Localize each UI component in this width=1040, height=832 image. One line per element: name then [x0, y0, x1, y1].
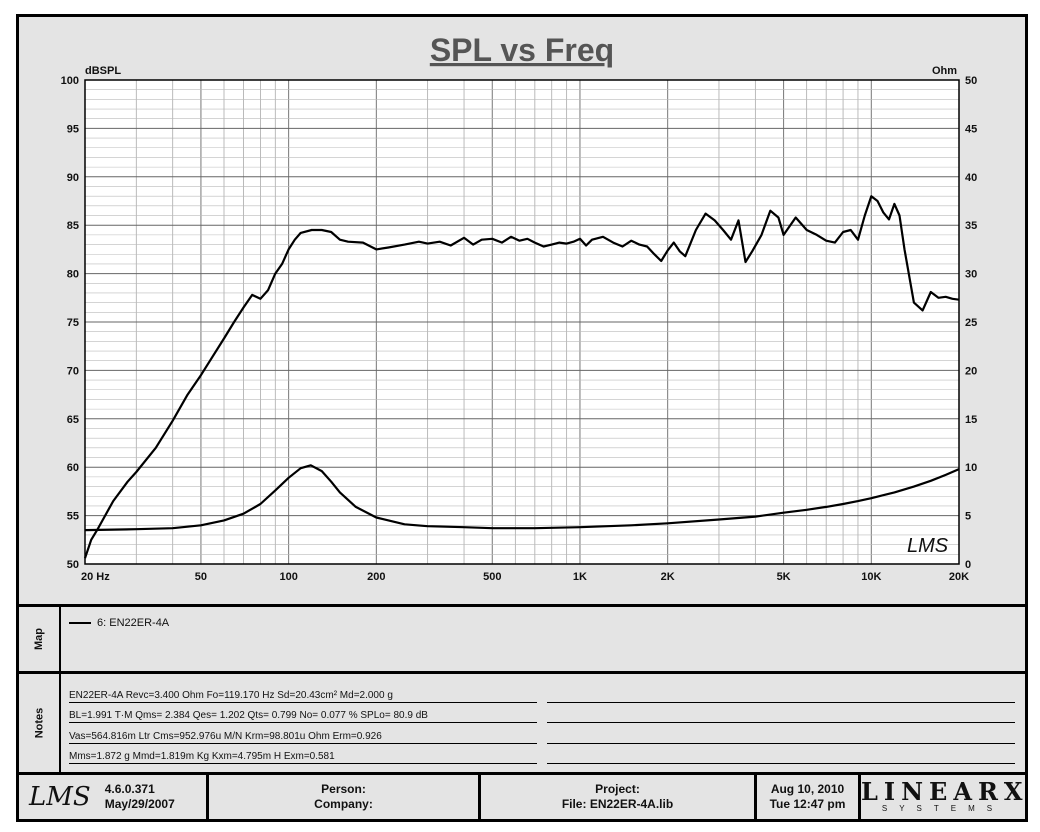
- y-tick-label-left: 50: [67, 559, 79, 571]
- x-tick-label: 2K: [661, 571, 675, 583]
- y-tick-label-right: 5: [965, 511, 971, 523]
- y-tick-label-left: 60: [67, 462, 79, 474]
- y-tick-label-left: 95: [67, 123, 79, 135]
- y-tick-label-right: 20: [965, 365, 977, 377]
- linearx-logo: LINEARX: [861, 777, 1029, 806]
- footer-project-cell: Project: File: EN22ER-4A.lib: [481, 775, 757, 819]
- y-tick-label-right: 30: [965, 269, 977, 281]
- x-tick-label: 5K: [777, 571, 791, 583]
- y-tick-label-left: 65: [67, 414, 79, 426]
- spl-chart: SPL vs Freq dBSPL Ohm 20 Hz 50 100 200 500 1K…: [61, 32, 978, 583]
- note-line-4: Mms=1.872 g Mmd=1.819m Kg Kxm=4.795m H E…: [69, 743, 537, 764]
- y-tick-label-right: 35: [965, 220, 977, 232]
- curves: [83, 195, 960, 559]
- y-tick-label-right: 0: [965, 559, 971, 571]
- footer-person-cell: Person: Company:: [209, 775, 481, 819]
- lms-logo: LMS: [29, 781, 91, 812]
- footer-date: Aug 10, 2010: [770, 782, 845, 796]
- grid-lines: [84, 79, 960, 565]
- x-tick-label: 1K: [573, 571, 587, 583]
- note-line-blank-3: [547, 723, 1015, 744]
- map-panel: Map 6: EN22ER-4A: [19, 607, 1025, 671]
- y-tick-label-left: 70: [67, 365, 79, 377]
- person-label: Person:: [321, 782, 366, 796]
- footer-version-cell: LMS 4.6.0.371 May/29/2007: [19, 775, 209, 819]
- x-tick-label: 20 Hz: [81, 571, 110, 583]
- y-tick-label-right: 40: [965, 172, 977, 184]
- footer-date-cell: Aug 10, 2010 Tue 12:47 pm: [757, 775, 861, 819]
- y-tick-label-left: 85: [67, 220, 79, 232]
- y-tick-label-right: 50: [965, 75, 977, 87]
- company-label: Company:: [314, 797, 373, 811]
- y-tick-label-left: 100: [61, 75, 79, 87]
- x-tick-label: 500: [483, 571, 501, 583]
- y-axis-label-left: dBSPL: [85, 65, 121, 77]
- footer-time: Tue 12:47 pm: [769, 797, 846, 811]
- lms-watermark: LMS: [907, 535, 949, 557]
- x-tick-label: 200: [367, 571, 385, 583]
- y-tick-label-left: 75: [67, 317, 79, 329]
- notes-panel: Notes EN22ER-4A Revc=3.400 Ohm Fo=119.17…: [19, 674, 1025, 772]
- version-date: May/29/2007: [104, 797, 175, 811]
- legend-entry-label: 6: EN22ER-4A: [97, 617, 170, 629]
- note-line-1: EN22ER-4A Revc=3.400 Ohm Fo=119.170 Hz S…: [69, 682, 537, 703]
- y-tick-label-right: 25: [965, 317, 977, 329]
- note-line-2: BL=1.991 T·M Qms= 2.384 Qes= 1.202 Qts= …: [69, 702, 537, 723]
- y-tick-label-left: 90: [67, 172, 79, 184]
- chart-title: SPL vs Freq: [430, 32, 614, 68]
- y-tick-label-left: 55: [67, 511, 79, 523]
- y-tick-label-right: 10: [965, 462, 977, 474]
- x-tick-label: 10K: [861, 571, 881, 583]
- file-label: File: EN22ER-4A.lib: [561, 797, 674, 811]
- notes-panel-label: Notes: [19, 674, 61, 772]
- version-number: 4.6.0.371: [104, 782, 155, 796]
- x-tick-label: 20K: [949, 571, 969, 583]
- footer: LMS 4.6.0.371 May/29/2007 Person: Compan…: [19, 775, 1025, 819]
- tick-labels: 20 Hz 50 100 200 500 1K 2K 5K 10K 20K100959085807…: [61, 75, 978, 583]
- chart-frame: SPL vs Freq dBSPL Ohm 20 Hz 50 100 200 500 1K…: [16, 14, 1028, 822]
- y-tick-label-right: 45: [965, 123, 977, 135]
- note-line-3: Vas=564.816m Ltr Cms=952.976u M/N Krm=98…: [69, 723, 537, 744]
- note-line-blank-1: [547, 682, 1015, 703]
- legend-entry: 6: EN22ER-4A: [69, 617, 169, 629]
- x-tick-label: 100: [279, 571, 297, 583]
- legend-line-swatch: [69, 622, 91, 624]
- map-panel-label: Map: [19, 607, 61, 671]
- footer-brand-cell: LINEARX SYSTEMS: [861, 775, 1025, 819]
- project-label: Project:: [595, 782, 640, 796]
- spl-curve: [83, 195, 960, 559]
- y-axis-label-right: Ohm: [932, 65, 957, 77]
- x-tick-label: 50: [195, 571, 207, 583]
- y-tick-label-left: 80: [67, 269, 79, 281]
- systems-logo-text: SYSTEMS: [881, 804, 1005, 813]
- note-line-blank-4: [547, 743, 1015, 764]
- note-line-blank-2: [547, 702, 1015, 723]
- impedance-curve: [84, 464, 960, 532]
- y-tick-label-right: 15: [965, 414, 977, 426]
- plot-border: [84, 79, 960, 565]
